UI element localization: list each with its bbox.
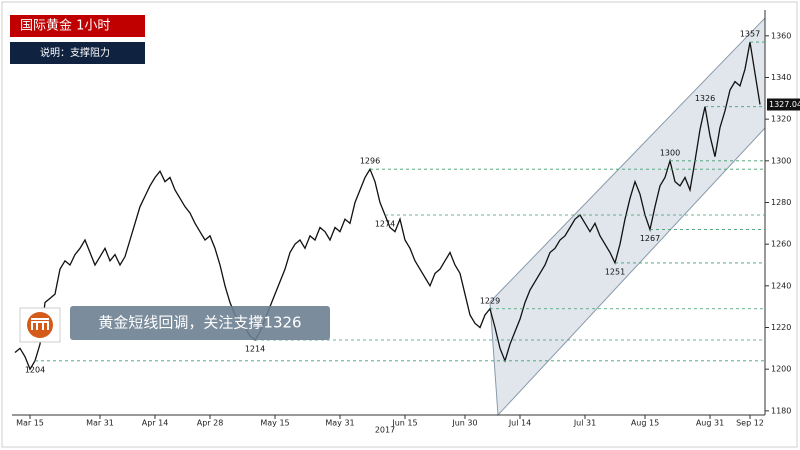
price-label: 1357: [740, 30, 760, 39]
y-tick-label: 1240: [771, 281, 791, 290]
y-tick-label: 1300: [771, 156, 791, 165]
price-label: 1274: [375, 220, 395, 229]
annotation: 黄金短线回调，关注支撑1326: [98, 314, 301, 332]
subtitle-box: [10, 42, 145, 64]
chart-subtitle: 说明：支撑阻力: [40, 46, 110, 59]
logo: [27, 312, 53, 338]
price-label: 1214: [245, 345, 265, 354]
chart-title: 国际黄金 1小时: [20, 18, 110, 34]
last-price-box: [767, 98, 800, 111]
price-label: 1204: [25, 365, 45, 374]
price-label: 1296: [360, 157, 380, 166]
x-tick-label: Apr 14: [142, 419, 169, 428]
x-tick-label: Jun 30: [451, 419, 477, 428]
x-tick-label: Jul 31: [573, 419, 596, 428]
price-line: [14, 41, 761, 371]
x-tick-label: Mar 15: [16, 419, 44, 428]
y-tick-label: 1320: [771, 115, 791, 124]
x-tick-label: May 31: [325, 419, 354, 428]
price-label: 1300: [660, 148, 680, 157]
x-tick-label: Jun 15: [391, 419, 417, 428]
y-tick-label: 1200: [771, 365, 791, 374]
y-tick-label: 1360: [771, 31, 791, 40]
y-tick-label: 1180: [771, 406, 791, 415]
logo-mark: [31, 318, 49, 330]
last-price: 1327.04: [769, 100, 800, 109]
title-box: [10, 15, 145, 37]
price-label: 1267: [640, 234, 660, 243]
x-tick-label: Apr 28: [197, 419, 224, 428]
x-year-label: 2017: [375, 426, 395, 435]
x-tick-label: Sep 12: [736, 419, 764, 428]
plot: [14, 41, 765, 371]
annotation-box: [70, 306, 330, 340]
y-tick-label: 1340: [771, 73, 791, 82]
x-tick-label: Aug 15: [631, 419, 659, 428]
y-tick-label: 1260: [771, 240, 791, 249]
x-tick-label: Mar 31: [86, 419, 114, 428]
price-label: 1251: [605, 267, 625, 276]
x-tick-label: Aug 31: [696, 419, 724, 428]
price-label: 1326: [695, 94, 715, 103]
y-tick-label: 1220: [771, 323, 791, 332]
y-tick-label: 1280: [771, 198, 791, 207]
price-label: 1229: [480, 296, 500, 305]
x-tick-label: Jul 14: [508, 419, 531, 428]
x-tick-label: May 15: [260, 419, 289, 428]
